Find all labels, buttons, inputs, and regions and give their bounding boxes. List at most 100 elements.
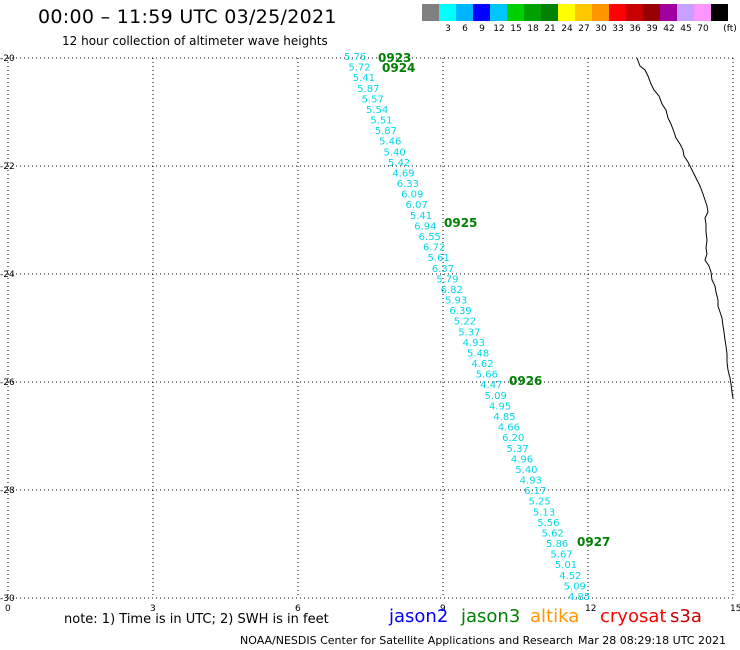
- swh-value: 4.52: [559, 571, 581, 582]
- lon-tick-label: 15: [730, 604, 740, 614]
- lon-tick-label: 6: [295, 604, 301, 614]
- mission-label-jason2: jason2: [389, 606, 449, 627]
- swh-value: 4.96: [511, 454, 533, 465]
- swh-value: 4.62: [471, 359, 493, 370]
- time-label: 0927: [577, 535, 610, 549]
- scale-label: 70: [697, 24, 709, 34]
- scale-label: 39: [646, 24, 658, 34]
- lon-tick-label: 3: [150, 604, 156, 614]
- swh-value: 6.94: [414, 221, 436, 232]
- lon-tick-label: 9: [440, 604, 446, 614]
- swh-value: 5.66: [476, 370, 498, 381]
- scale-swatch: [558, 4, 575, 21]
- swh-value: 5.62: [542, 528, 564, 539]
- scale-label: 24: [561, 24, 573, 34]
- scale-swatch: [541, 4, 558, 21]
- swh-value: 5.41: [410, 211, 432, 222]
- lat-tick-label: -26: [0, 378, 15, 388]
- swh-value: 5.79: [436, 274, 458, 285]
- scale-label: 45: [680, 24, 692, 34]
- scale-swatch: [694, 4, 711, 21]
- lon-tick-label: 0: [5, 604, 11, 614]
- mission-label-cryosat: cryosat: [600, 606, 667, 627]
- footer-note: note: 1) Time is in UTC; 2) SWH is in fe…: [64, 612, 329, 627]
- mission-label-jason3: jason3: [461, 606, 521, 627]
- lat-tick-label: -28: [0, 486, 15, 496]
- scale-swatch: [711, 4, 728, 21]
- map-title: 00:00 – 11:59 UTC 03/25/2021: [38, 6, 337, 28]
- scale-swatch: [643, 4, 660, 21]
- swh-value: 6.72: [423, 243, 445, 254]
- lat-tick-label: -20: [0, 54, 15, 64]
- swh-value: 4.69: [392, 168, 414, 179]
- swh-value: 5.40: [515, 465, 537, 476]
- mission-label-altika: altika: [530, 606, 580, 627]
- mission-label-s3a: s3a: [670, 606, 702, 627]
- credit-text: NOAA/NESDIS Center for Satellite Applica…: [240, 634, 574, 647]
- swh-value: 5.87: [357, 84, 379, 95]
- swh-value: 5.48: [467, 348, 489, 359]
- altimeter-track: 5.765.725.415.875.575.545.515.875.465.40…: [344, 52, 590, 603]
- swh-value: 4.66: [498, 423, 520, 434]
- swh-value: 6.17: [524, 486, 546, 497]
- swh-value: 5.61: [427, 253, 449, 264]
- swh-value: 5.67: [550, 550, 572, 561]
- swh-value: 5.51: [370, 116, 392, 127]
- swh-value: 6.09: [401, 190, 423, 201]
- scale-swatch: [456, 4, 473, 21]
- lat-tick-label: -22: [0, 162, 15, 172]
- swh-value: 5.72: [348, 63, 370, 74]
- scale-label: 3: [445, 24, 451, 34]
- swh-value: 5.87: [375, 126, 397, 137]
- map-subtitle: 12 hour collection of altimeter wave hei…: [62, 34, 328, 48]
- swh-value: 6.07: [405, 200, 427, 211]
- scale-swatch: [507, 4, 524, 21]
- swh-value: 4.47: [480, 380, 502, 391]
- scale-swatch: [575, 4, 592, 21]
- lon-tick-label: 12: [585, 604, 596, 614]
- scale-swatch: [490, 4, 507, 21]
- swh-value: 5.42: [388, 158, 410, 169]
- swh-value: 5.09: [485, 391, 507, 402]
- scale-swatch: [439, 4, 456, 21]
- swh-value: 5.56: [537, 518, 559, 529]
- generated-timestamp: Mar 28 08:29:18 UTC 2021: [578, 634, 726, 647]
- scale-label: 33: [612, 24, 624, 34]
- scale-label: 12: [493, 24, 505, 34]
- lat-tick-label: -24: [0, 270, 15, 280]
- swh-value: 6.39: [449, 306, 471, 317]
- time-label: 0923: [378, 51, 411, 65]
- scale-label: 6: [462, 24, 468, 34]
- swh-value: 5.54: [366, 105, 388, 116]
- swh-value: 4.93: [520, 476, 542, 487]
- scale-label: 18: [527, 24, 539, 34]
- swh-value: 5.13: [533, 507, 555, 518]
- time-label: 0924: [382, 61, 415, 75]
- scale-label: 9: [479, 24, 485, 34]
- swh-value: 4.95: [489, 401, 511, 412]
- scale-label: 15: [510, 24, 522, 34]
- swh-value: 5.37: [507, 444, 529, 455]
- swh-value: 5.22: [454, 317, 476, 328]
- axis-ticks: -20 -22 -24 -26 -28 -300 3 6 9 12 15: [0, 54, 740, 614]
- swh-value: 5.46: [379, 137, 401, 148]
- swh-value: 5.41: [353, 73, 375, 84]
- swh-value: 5.76: [344, 52, 366, 63]
- swh-value: 6.37: [432, 264, 454, 275]
- scale-label: 42: [663, 24, 675, 34]
- swh-value: 5.86: [546, 539, 568, 550]
- scale-unit: (ft): [723, 24, 737, 34]
- swh-value: 5.01: [555, 560, 577, 571]
- swh-value: 4.93: [463, 338, 485, 349]
- scale-swatch: [626, 4, 643, 21]
- swh-value: 6.33: [397, 179, 419, 190]
- scale-swatch: [660, 4, 677, 21]
- lat-tick-label: -30: [0, 594, 15, 604]
- swh-value: 6.82: [441, 285, 463, 296]
- scale-swatch: [609, 4, 626, 21]
- swh-value: 5.93: [445, 296, 467, 307]
- time-label: 0925: [444, 216, 477, 230]
- swh-value: 4.85: [493, 412, 515, 423]
